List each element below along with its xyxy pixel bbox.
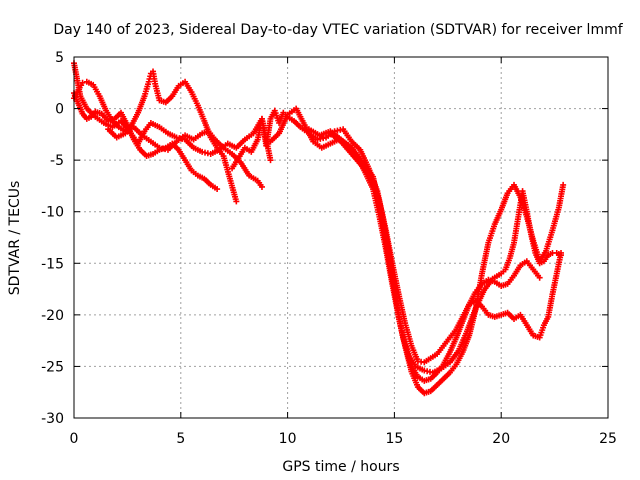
series-track-f [267,105,565,366]
y-axis-label: SDTVAR / TECUs [7,181,23,296]
data-point [558,249,565,256]
axis-ticks: 0 5 10 15 20 25 5 0 -5 -10 -15 -20 -25 -30 [41,50,617,447]
y-tick-label: -5 [50,153,64,169]
data-point [214,186,221,193]
y-tick-label: -25 [41,359,64,375]
data-point [267,157,274,164]
data-point [560,181,567,188]
y-tick-label: -15 [41,256,64,272]
y-tick-label: -20 [41,308,64,324]
series-track-h [327,130,543,384]
y-tick-label: -30 [41,411,64,427]
x-tick-label: 10 [279,431,297,447]
grid-lines [74,57,608,418]
data-point [258,183,265,190]
x-tick-label: 25 [599,431,617,447]
plot-frame [73,56,609,419]
data-point [233,198,240,205]
x-tick-label: 20 [492,431,510,447]
y-tick-label: 0 [55,102,64,118]
series-track-e [229,107,565,376]
data-points [71,60,567,397]
chart-title: Day 140 of 2023, Sidereal Day-to-day VTE… [53,22,623,38]
x-axis-label: GPS time / hours [282,459,399,475]
y-tick-label: -10 [41,205,64,221]
x-tick-label: 15 [385,431,403,447]
data-point [536,274,543,281]
y-tick-label: 5 [55,50,64,66]
x-tick-label: 5 [176,431,185,447]
x-tick-label: 0 [70,431,79,447]
